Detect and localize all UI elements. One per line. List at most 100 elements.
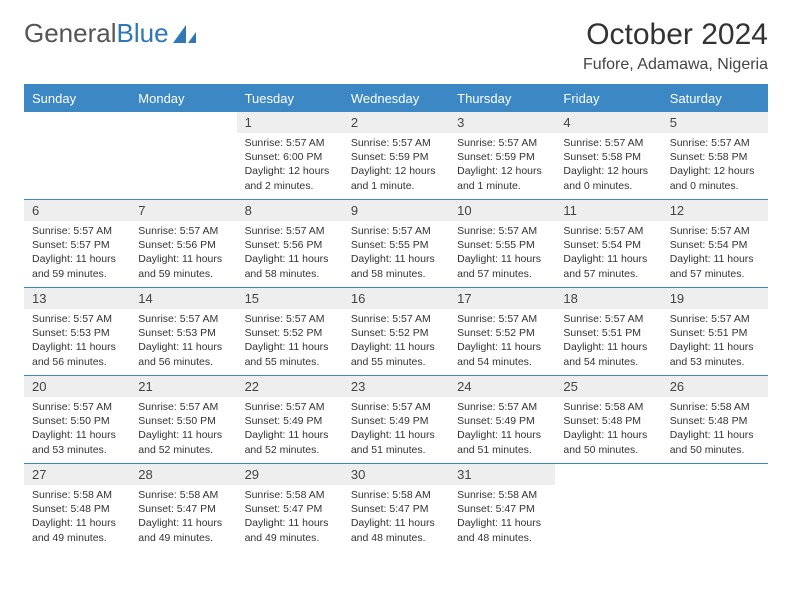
sunset-text: Sunset: 5:55 PM: [457, 238, 547, 252]
sunrise-text: Sunrise: 5:57 AM: [138, 312, 228, 326]
day-content: Sunrise: 5:57 AMSunset: 5:49 PMDaylight:…: [237, 397, 343, 463]
daylight-text: Daylight: 11 hours and 52 minutes.: [245, 428, 335, 456]
daylight-text: Daylight: 11 hours and 57 minutes.: [670, 252, 760, 280]
day-number: 1: [237, 112, 343, 133]
day-content: Sunrise: 5:57 AMSunset: 5:54 PMDaylight:…: [555, 221, 661, 287]
sunrise-text: Sunrise: 5:57 AM: [670, 136, 760, 150]
sunset-text: Sunset: 5:49 PM: [457, 414, 547, 428]
weekday-header-row: Sunday Monday Tuesday Wednesday Thursday…: [24, 85, 768, 112]
weekday-header: Friday: [555, 85, 661, 112]
day-number: 24: [449, 376, 555, 397]
sunset-text: Sunset: 5:55 PM: [351, 238, 441, 252]
calendar-week-row: 13Sunrise: 5:57 AMSunset: 5:53 PMDayligh…: [24, 288, 768, 376]
calendar-table: Sunday Monday Tuesday Wednesday Thursday…: [24, 84, 768, 552]
sunrise-text: Sunrise: 5:58 AM: [32, 488, 122, 502]
calendar-day-cell: 15Sunrise: 5:57 AMSunset: 5:52 PMDayligh…: [237, 288, 343, 376]
calendar-week-row: 1Sunrise: 5:57 AMSunset: 6:00 PMDaylight…: [24, 112, 768, 200]
sunrise-text: Sunrise: 5:57 AM: [32, 400, 122, 414]
sunrise-text: Sunrise: 5:57 AM: [457, 400, 547, 414]
day-content: Sunrise: 5:57 AMSunset: 5:58 PMDaylight:…: [555, 133, 661, 199]
sunset-text: Sunset: 5:53 PM: [32, 326, 122, 340]
weekday-header: Wednesday: [343, 85, 449, 112]
day-content: Sunrise: 5:58 AMSunset: 5:48 PMDaylight:…: [555, 397, 661, 463]
sunrise-text: Sunrise: 5:57 AM: [32, 224, 122, 238]
day-number: 13: [24, 288, 130, 309]
daylight-text: Daylight: 11 hours and 50 minutes.: [563, 428, 653, 456]
daylight-text: Daylight: 11 hours and 50 minutes.: [670, 428, 760, 456]
sunset-text: Sunset: 5:51 PM: [670, 326, 760, 340]
day-content: Sunrise: 5:57 AMSunset: 5:50 PMDaylight:…: [130, 397, 236, 463]
weekday-header: Monday: [130, 85, 236, 112]
sunset-text: Sunset: 5:53 PM: [138, 326, 228, 340]
calendar-day-cell: [555, 464, 661, 552]
day-content: Sunrise: 5:57 AMSunset: 5:55 PMDaylight:…: [449, 221, 555, 287]
daylight-text: Daylight: 12 hours and 0 minutes.: [563, 164, 653, 192]
day-number: 26: [662, 376, 768, 397]
daylight-text: Daylight: 11 hours and 55 minutes.: [351, 340, 441, 368]
sunset-text: Sunset: 6:00 PM: [245, 150, 335, 164]
sunrise-text: Sunrise: 5:57 AM: [138, 400, 228, 414]
sunset-text: Sunset: 5:48 PM: [32, 502, 122, 516]
calendar-day-cell: 27 Sunrise: 5:58 AMSunset: 5:48 PMDayligh…: [24, 464, 130, 552]
day-number: 27: [24, 464, 130, 485]
daylight-text: Daylight: 11 hours and 54 minutes.: [563, 340, 653, 368]
sunrise-text: Sunrise: 5:57 AM: [563, 312, 653, 326]
calendar-day-cell: 1 Sunrise: 5:57 AMSunset: 6:00 PMDaylight…: [237, 112, 343, 200]
day-content: Sunrise: 5:57 AMSunset: 5:59 PMDaylight:…: [449, 133, 555, 199]
day-content: Sunrise: 5:57 AMSunset: 5:49 PMDaylight:…: [343, 397, 449, 463]
sunrise-text: Sunrise: 5:58 AM: [138, 488, 228, 502]
sunset-text: Sunset: 5:59 PM: [351, 150, 441, 164]
sunrise-text: Sunrise: 5:57 AM: [457, 136, 547, 150]
weekday-header: Tuesday: [237, 85, 343, 112]
sunset-text: Sunset: 5:47 PM: [351, 502, 441, 516]
calendar-day-cell: 21Sunrise: 5:57 AMSunset: 5:50 PMDayligh…: [130, 376, 236, 464]
day-number: 23: [343, 376, 449, 397]
weekday-header: Thursday: [449, 85, 555, 112]
brand-part2: Blue: [117, 18, 169, 49]
daylight-text: Daylight: 11 hours and 58 minutes.: [351, 252, 441, 280]
calendar-day-cell: 8Sunrise: 5:57 AMSunset: 5:56 PMDaylight…: [237, 200, 343, 288]
sunset-text: Sunset: 5:50 PM: [32, 414, 122, 428]
calendar-week-row: 27Sunrise: 5:58 AMSunset: 5:48 PMDayligh…: [24, 464, 768, 552]
calendar-day-cell: 6Sunrise: 5:57 AMSunset: 5:57 PMDaylight…: [24, 200, 130, 288]
calendar-week-row: 6Sunrise: 5:57 AMSunset: 5:57 PMDaylight…: [24, 200, 768, 288]
sunset-text: Sunset: 5:56 PM: [138, 238, 228, 252]
calendar-day-cell: 14Sunrise: 5:57 AMSunset: 5:53 PMDayligh…: [130, 288, 236, 376]
sunset-text: Sunset: 5:58 PM: [563, 150, 653, 164]
sunset-text: Sunset: 5:57 PM: [32, 238, 122, 252]
daylight-text: Daylight: 11 hours and 49 minutes.: [32, 516, 122, 544]
sunset-text: Sunset: 5:52 PM: [457, 326, 547, 340]
sunrise-text: Sunrise: 5:57 AM: [351, 136, 441, 150]
daylight-text: Daylight: 11 hours and 56 minutes.: [32, 340, 122, 368]
day-number: 11: [555, 200, 661, 221]
calendar-day-cell: 13Sunrise: 5:57 AMSunset: 5:53 PMDayligh…: [24, 288, 130, 376]
sunrise-text: Sunrise: 5:58 AM: [351, 488, 441, 502]
calendar-day-cell: 12Sunrise: 5:57 AMSunset: 5:54 PMDayligh…: [662, 200, 768, 288]
day-number: 7: [130, 200, 236, 221]
header: GeneralBlue October 2024 Fufore, Adamawa…: [24, 18, 768, 74]
sunset-text: Sunset: 5:49 PM: [245, 414, 335, 428]
day-content: Sunrise: 5:57 AMSunset: 5:57 PMDaylight:…: [24, 221, 130, 287]
calendar-day-cell: 24Sunrise: 5:57 AMSunset: 5:49 PMDayligh…: [449, 376, 555, 464]
calendar-day-cell: 7Sunrise: 5:57 AMSunset: 5:56 PMDaylight…: [130, 200, 236, 288]
day-content: Sunrise: 5:57 AMSunset: 5:50 PMDaylight:…: [24, 397, 130, 463]
day-content: Sunrise: 5:58 AMSunset: 5:48 PMDaylight:…: [662, 397, 768, 463]
daylight-text: Daylight: 11 hours and 51 minutes.: [351, 428, 441, 456]
calendar-day-cell: [130, 112, 236, 200]
day-content: Sunrise: 5:57 AMSunset: 5:55 PMDaylight:…: [343, 221, 449, 287]
title-block: October 2024 Fufore, Adamawa, Nigeria: [583, 18, 768, 74]
sunset-text: Sunset: 5:47 PM: [457, 502, 547, 516]
daylight-text: Daylight: 11 hours and 55 minutes.: [245, 340, 335, 368]
sunrise-text: Sunrise: 5:57 AM: [245, 136, 335, 150]
day-number: 29: [237, 464, 343, 485]
day-content: Sunrise: 5:57 AMSunset: 5:53 PMDaylight:…: [130, 309, 236, 375]
calendar-day-cell: 16Sunrise: 5:57 AMSunset: 5:52 PMDayligh…: [343, 288, 449, 376]
day-content: Sunrise: 5:57 AMSunset: 5:56 PMDaylight:…: [130, 221, 236, 287]
daylight-text: Daylight: 11 hours and 59 minutes.: [32, 252, 122, 280]
calendar-day-cell: 2Sunrise: 5:57 AMSunset: 5:59 PMDaylight…: [343, 112, 449, 200]
sunset-text: Sunset: 5:49 PM: [351, 414, 441, 428]
day-content: Sunrise: 5:57 AMSunset: 5:56 PMDaylight:…: [237, 221, 343, 287]
daylight-text: Daylight: 12 hours and 1 minute.: [457, 164, 547, 192]
calendar-day-cell: 4Sunrise: 5:57 AMSunset: 5:58 PMDaylight…: [555, 112, 661, 200]
daylight-text: Daylight: 12 hours and 2 minutes.: [245, 164, 335, 192]
